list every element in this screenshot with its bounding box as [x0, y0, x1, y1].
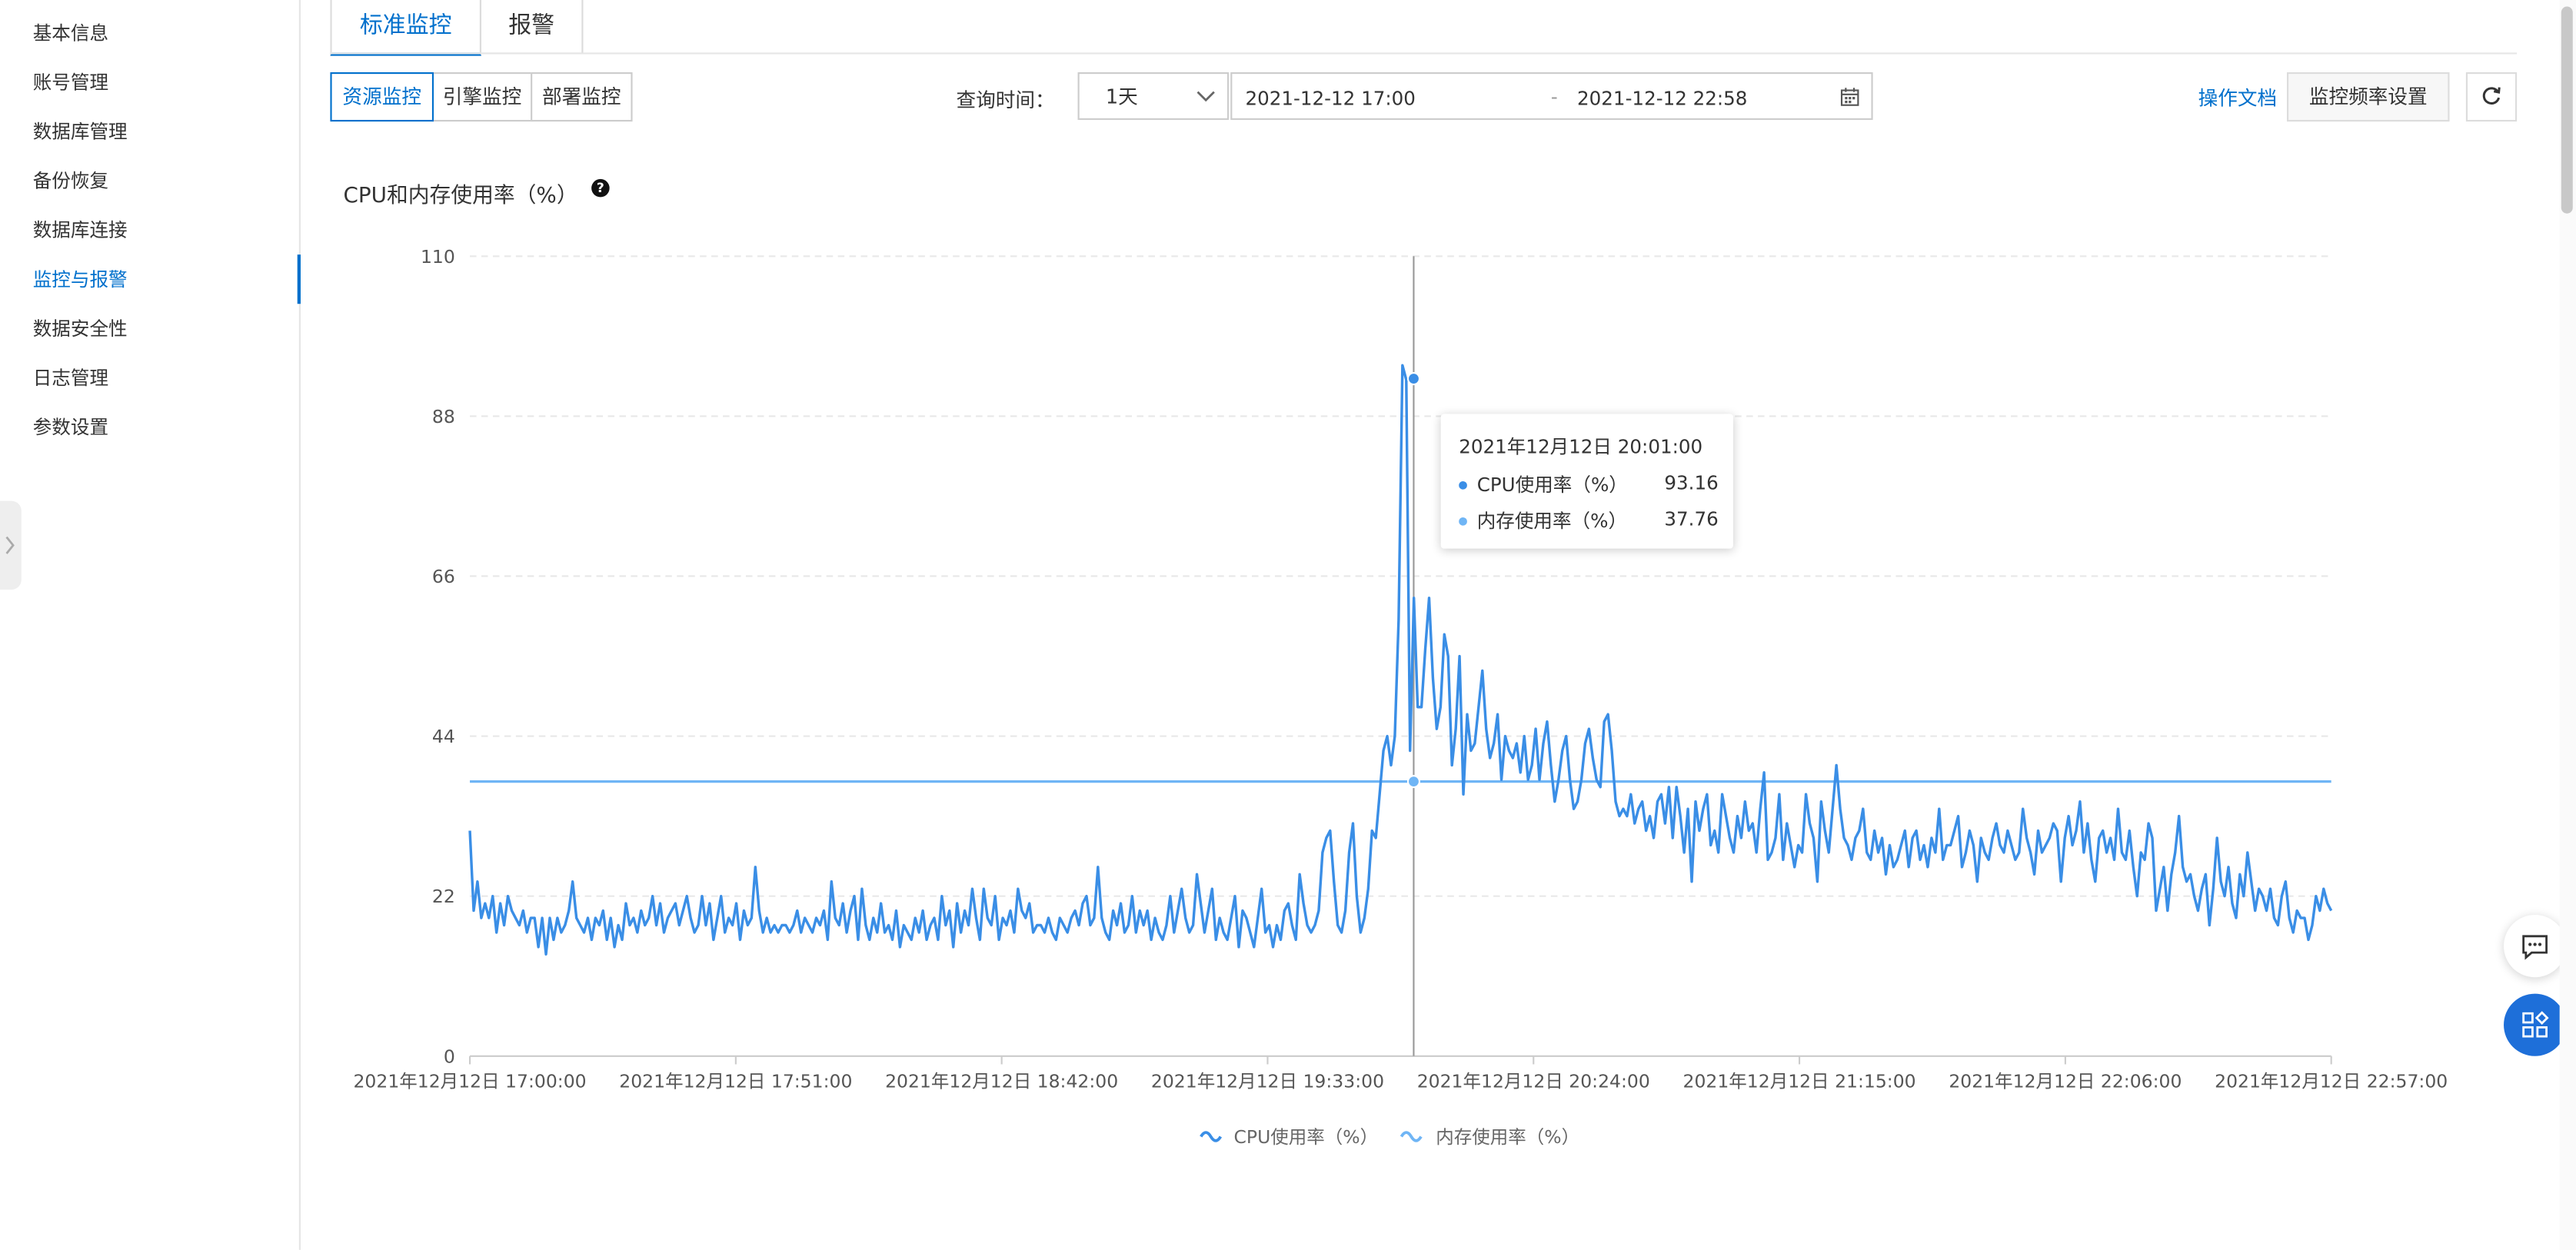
sidebar-item-logs[interactable]: 日志管理 — [32, 366, 109, 390]
x-tick-label: 2021年12月12日 22:57:00 — [2215, 1070, 2448, 1092]
time-range-select[interactable]: 1天 — [1077, 72, 1230, 120]
sidebar-item-databases[interactable]: 数据库管理 — [32, 119, 128, 143]
sidebar-collapse-handle[interactable] — [0, 500, 22, 590]
calendar-icon[interactable] — [1840, 87, 1860, 107]
legend-item-memory[interactable]: 内存使用率（%） — [1399, 1126, 1579, 1148]
page-scrollbar-track[interactable] — [2559, 0, 2576, 1250]
tab-alerts[interactable]: 报警 — [479, 0, 584, 55]
series-line-cpu — [468, 364, 2333, 956]
time-range-value: 1天 — [1105, 85, 1138, 109]
sidebar-item-accounts[interactable]: 账号管理 — [32, 70, 109, 94]
tooltip-memory-dot — [1459, 517, 1467, 526]
y-axis-ticks: 0 22 44 66 88 110 — [421, 246, 455, 1067]
chevron-right-icon — [5, 536, 15, 554]
chevron-down-icon — [1196, 91, 1215, 102]
x-tick-label: 2021年12月12日 22:06:00 — [1949, 1070, 2182, 1092]
y-tick-label: 88 — [432, 406, 455, 427]
tooltip-row-cpu: CPU使用率（%） 93.16 — [1459, 471, 1719, 497]
memory-hover-point — [1406, 775, 1421, 789]
range-separator: - — [1550, 85, 1558, 109]
monitor-frequency-button[interactable]: 监控频率设置 — [2287, 72, 2450, 122]
end-datetime[interactable]: 2021-12-12 22:58 — [1577, 87, 1748, 111]
chat-icon — [2522, 935, 2548, 960]
apps-button[interactable] — [2504, 993, 2567, 1056]
x-tick-label: 2021年12月12日 21:15:00 — [1683, 1070, 1916, 1092]
x-tick-label: 2021年12月12日 17:00:00 — [353, 1070, 586, 1092]
tab-divider — [330, 52, 2518, 55]
tooltip-cpu-dot — [1459, 480, 1467, 490]
refresh-icon — [2482, 87, 2501, 105]
engine-monitoring-button[interactable]: 引擎监控 — [430, 72, 534, 122]
resource-monitoring-button[interactable]: 资源监控 — [330, 72, 434, 122]
operation-docs-link[interactable]: 操作文档 — [2198, 87, 2278, 111]
x-tick-label: 2021年12月12日 19:33:00 — [1151, 1070, 1384, 1092]
x-tick-label: 2021年12月12日 20:24:00 — [1417, 1070, 1650, 1092]
query-time-label: 查询时间： — [956, 88, 1055, 112]
sidebar-item-parameters[interactable]: 参数设置 — [32, 415, 109, 439]
chat-button[interactable] — [2504, 915, 2567, 978]
cpu-hover-point — [1406, 372, 1421, 386]
x-axis: 2021年12月12日 17:00:00 2021年12月12日 17:51:00… — [353, 1055, 2448, 1092]
y-tick-label: 44 — [432, 726, 455, 747]
y-tick-label: 22 — [432, 886, 455, 907]
tooltip-cpu-label: CPU使用率（%） — [1476, 473, 1628, 497]
sidebar-item-backup[interactable]: 备份恢复 — [32, 169, 109, 192]
sidebar-item-basic-info[interactable]: 基本信息 — [32, 21, 109, 45]
date-range-picker[interactable]: 2021-12-12 17:00 - 2021-12-12 22:58 — [1230, 72, 1873, 120]
help-icon[interactable]: ? — [591, 178, 610, 198]
chart-title: CPU和内存使用率（%） — [343, 184, 578, 209]
tooltip-memory-label: 内存使用率（%） — [1476, 509, 1628, 533]
legend-item-cpu[interactable]: CPU使用率（%） — [1200, 1126, 1379, 1148]
legend-memory-icon — [1399, 1131, 1423, 1142]
tooltip-memory-value: 37.76 — [1664, 507, 1719, 531]
start-datetime[interactable]: 2021-12-12 17:00 — [1245, 87, 1416, 111]
sidebar-item-monitoring[interactable]: 监控与报警 — [32, 268, 128, 291]
legend-cpu-label: CPU使用率（%） — [1234, 1126, 1379, 1148]
x-tick-label: 2021年12月12日 18:42:00 — [885, 1070, 1118, 1092]
sidebar-active-indicator — [297, 254, 301, 304]
chart-tooltip: 2021年12月12日 20:01:00 CPU使用率（%） 93.16 内存使… — [1440, 414, 1734, 549]
apps-icon — [2522, 1011, 2549, 1038]
legend-memory-label: 内存使用率（%） — [1436, 1126, 1579, 1148]
sidebar-item-connection[interactable]: 数据库连接 — [32, 218, 128, 242]
legend-cpu-icon — [1200, 1131, 1223, 1142]
y-tick-label: 110 — [421, 246, 455, 268]
sidebar: 基本信息 账号管理 数据库管理 备份恢复 数据库连接 监控与报警 数据安全性 日… — [0, 0, 301, 1250]
deployment-monitoring-button[interactable]: 部署监控 — [531, 72, 633, 122]
y-tick-label: 0 — [444, 1046, 455, 1067]
page-scrollbar-thumb[interactable] — [2561, 6, 2573, 214]
x-tick-label: 2021年12月12日 17:51:00 — [619, 1070, 852, 1092]
tooltip-row-memory: 内存使用率（%） 37.76 — [1459, 507, 1719, 534]
chart-legend: CPU使用率（%） 内存使用率（%） — [1200, 1126, 1579, 1148]
y-tick-label: 66 — [432, 566, 455, 587]
refresh-button[interactable] — [2465, 72, 2518, 122]
tooltip-cpu-value: 93.16 — [1664, 471, 1719, 495]
sidebar-item-security[interactable]: 数据安全性 — [32, 317, 128, 341]
tooltip-time: 2021年12月12日 20:01:00 — [1459, 435, 1703, 459]
